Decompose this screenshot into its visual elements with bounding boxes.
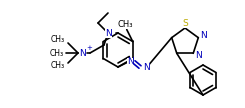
Text: CH₃: CH₃ (118, 20, 134, 29)
Text: N: N (143, 63, 150, 71)
Text: CH₃: CH₃ (50, 48, 64, 57)
Text: +: + (86, 45, 92, 51)
Text: CH₃: CH₃ (51, 61, 65, 71)
Text: N: N (200, 31, 207, 40)
Text: CH₃: CH₃ (51, 36, 65, 44)
Text: S: S (182, 18, 188, 28)
Text: N: N (127, 57, 133, 67)
Text: N: N (195, 51, 202, 60)
Text: N: N (79, 48, 85, 57)
Text: N: N (105, 29, 112, 37)
